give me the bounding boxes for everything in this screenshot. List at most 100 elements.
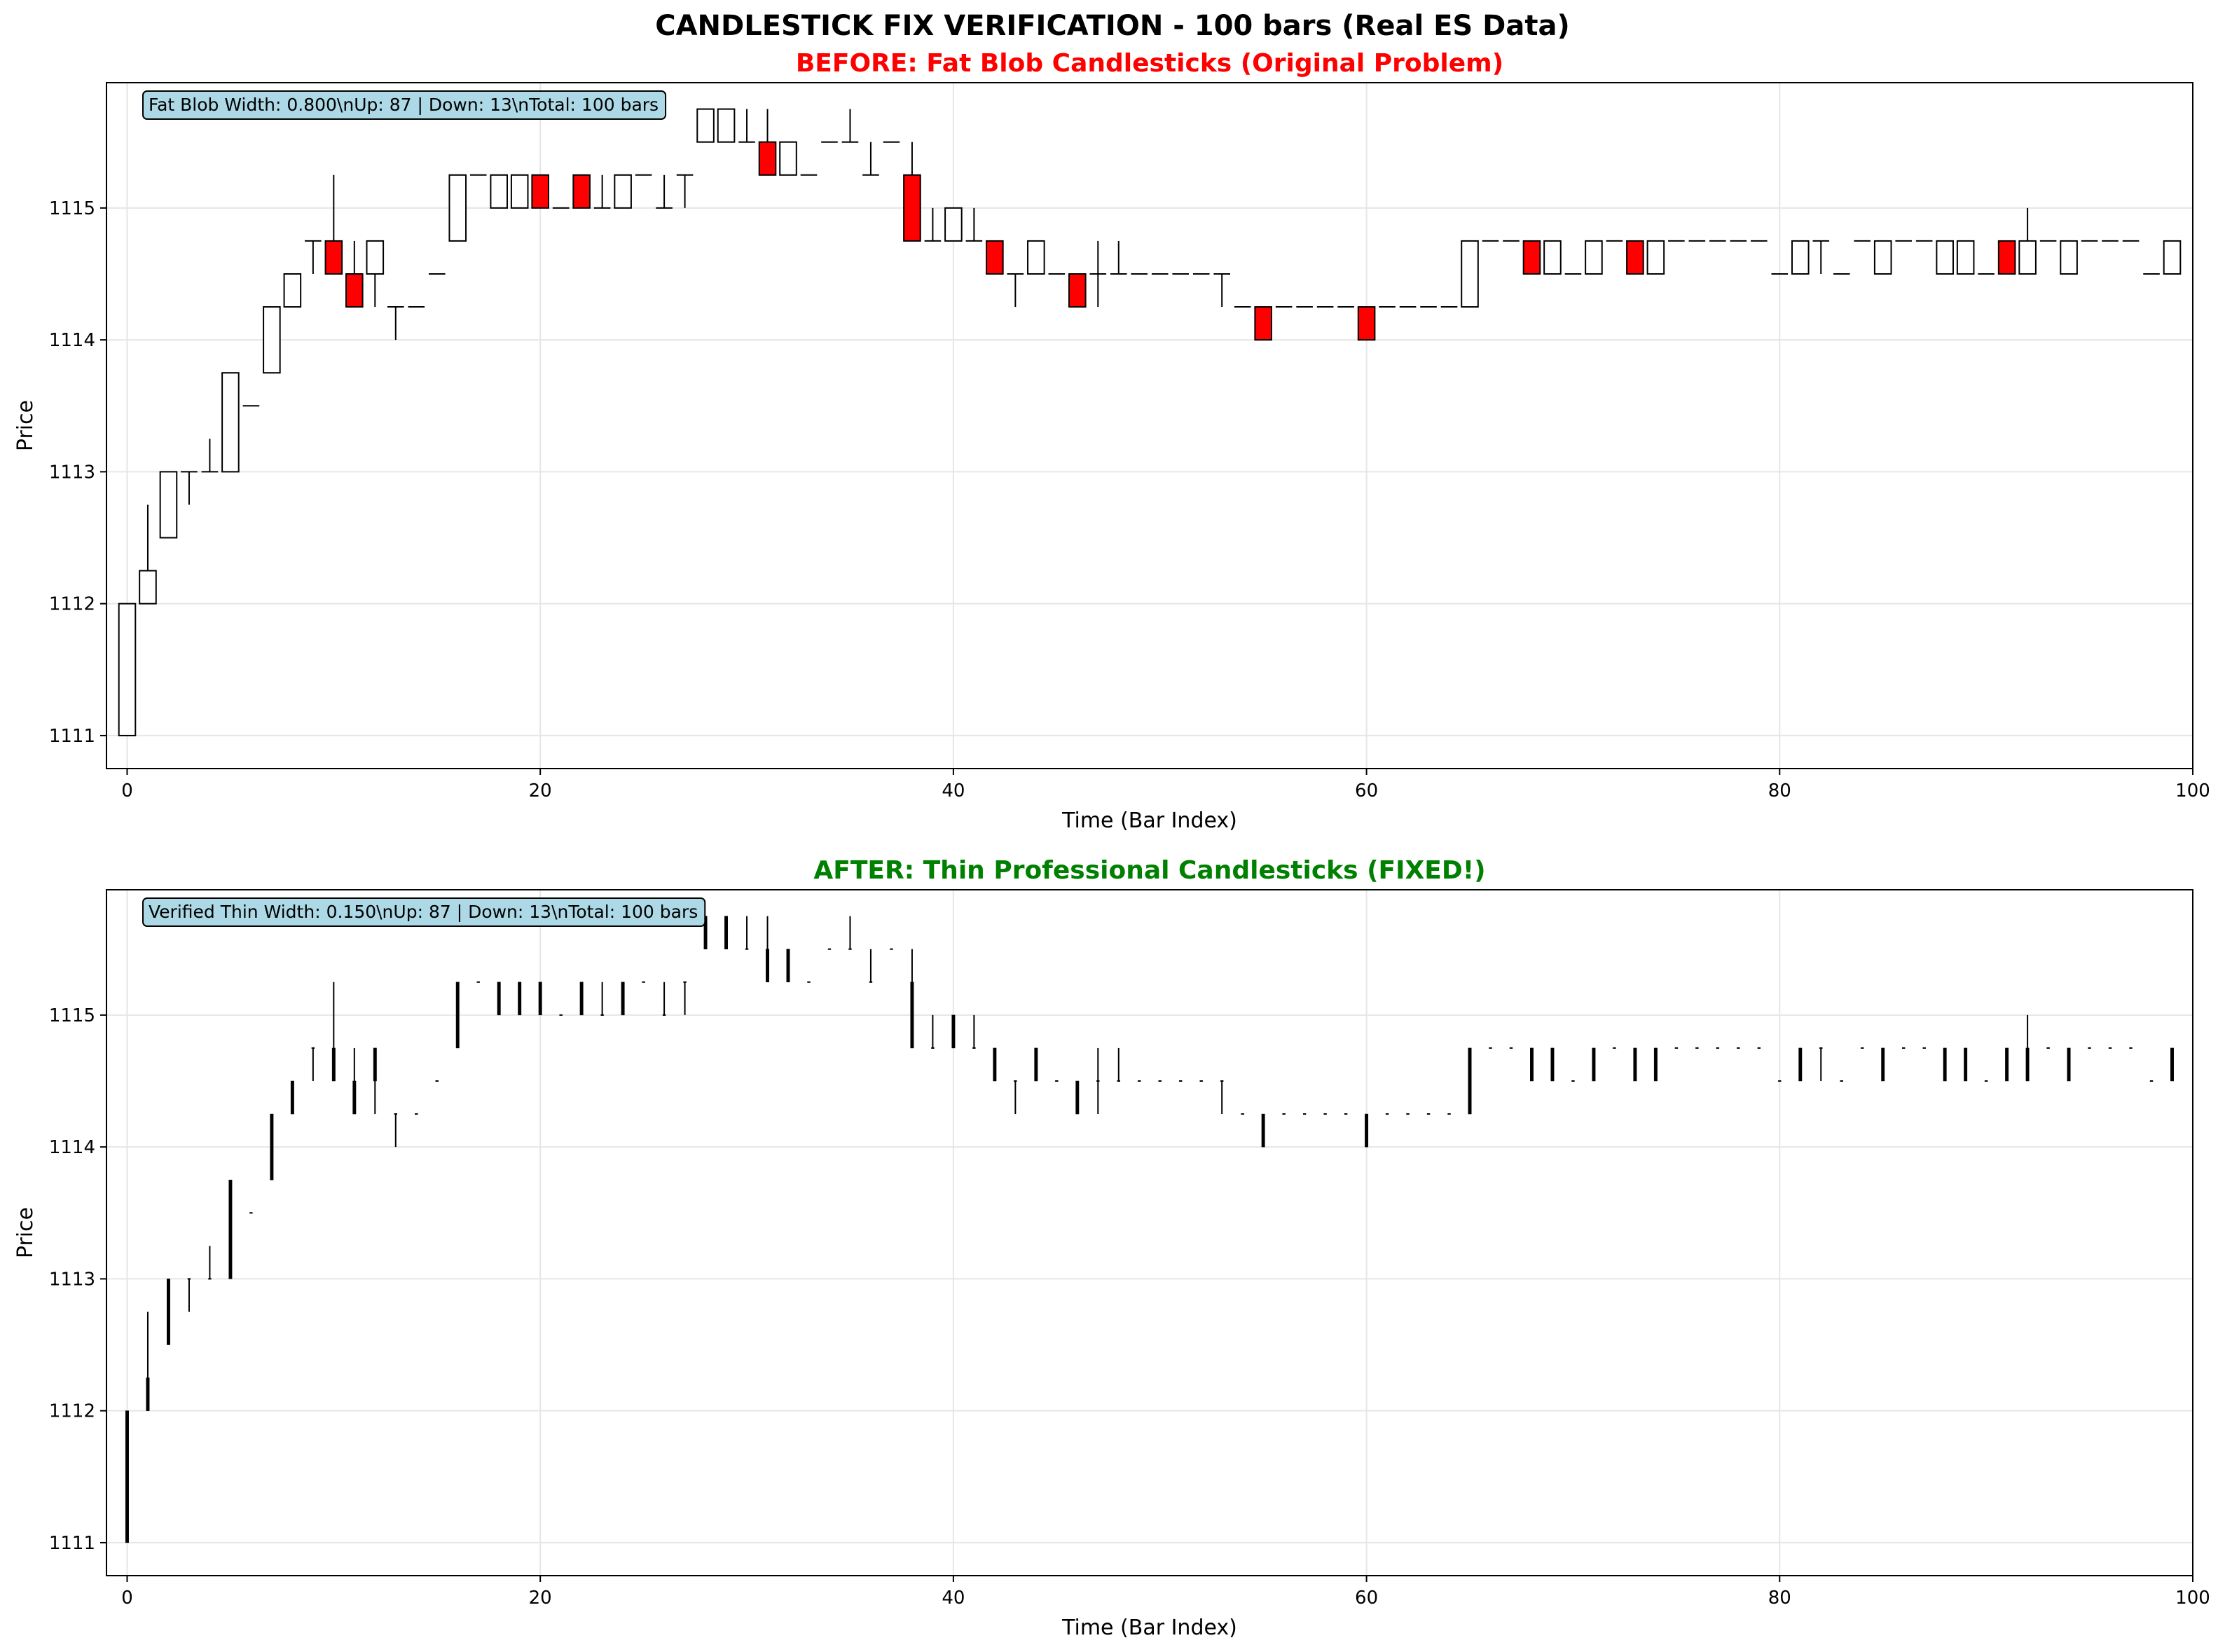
after-candle-body-60 <box>1365 1113 1369 1148</box>
before-candle-body-69 <box>1543 240 1562 275</box>
before-candle-body-65 <box>1461 240 1479 308</box>
after-candle-body-11 <box>352 1080 357 1115</box>
before-y-tick-label: 1114 <box>49 330 95 351</box>
after-axes-frame <box>106 889 2193 1576</box>
after-candle-body-20 <box>538 982 542 1016</box>
before-candle-body-24 <box>614 174 632 209</box>
after-candle-body-12 <box>373 1047 377 1082</box>
after-candle-body-2 <box>166 1279 170 1345</box>
before-axes-frame <box>106 82 2193 769</box>
before-candle-body-32 <box>779 141 797 176</box>
before-info-text: Fat Blob Width: 0.800\nUp: 87 | Down: 13… <box>149 95 659 115</box>
before-candle-body-92 <box>2018 240 2037 275</box>
after-candle-body-18 <box>497 982 501 1016</box>
before-candle-body-44 <box>1027 240 1045 275</box>
after-candle-body-16 <box>455 982 460 1049</box>
before-candle-body-40 <box>944 207 963 242</box>
after-candle-body-68 <box>1530 1047 1534 1082</box>
after-candle-body-88 <box>1943 1047 1947 1082</box>
after-candle-body-0 <box>125 1410 129 1543</box>
after-candle-body-24 <box>621 982 625 1016</box>
before-candle-body-18 <box>490 174 509 209</box>
before-chart-title: BEFORE: Fat Blob Candlesticks (Original … <box>796 49 1503 78</box>
after-candle-body-94 <box>2067 1047 2071 1082</box>
after-info-box: Verified Thin Width: 0.150\nUp: 87 | Dow… <box>142 897 706 927</box>
before-candles <box>118 108 2182 736</box>
before-candle-body-29 <box>717 108 736 143</box>
after-candle-body-65 <box>1468 1047 1472 1115</box>
after-candle-body-40 <box>951 1014 956 1049</box>
before-candle-body-42 <box>986 240 1004 275</box>
before-candle-body-71 <box>1585 240 1603 275</box>
after-candle-body-92 <box>2025 1047 2030 1082</box>
after-y-tick-label: 1111 <box>49 1533 95 1554</box>
before-candle-body-0 <box>118 603 137 736</box>
before-candle-body-20 <box>531 174 549 209</box>
after-candle-body-22 <box>579 982 584 1016</box>
after-candle-body-46 <box>1075 1080 1080 1115</box>
after-candle-body-10 <box>331 1047 336 1082</box>
before-candle-body-28 <box>696 108 715 143</box>
before-chart-panel: BEFORE: Fat Blob Candlesticks (Original … <box>13 49 2210 833</box>
after-info-box-bg <box>142 897 706 927</box>
before-candle-body-91 <box>1997 240 2016 275</box>
after-candle-body-81 <box>1798 1047 1803 1082</box>
after-candle-body-44 <box>1034 1047 1038 1082</box>
after-y-tick-label: 1115 <box>49 1005 95 1026</box>
before-candle-body-99 <box>2163 240 2182 275</box>
before-candle-body-10 <box>324 240 343 275</box>
after-info-text: Verified Thin Width: 0.150\nUp: 87 | Dow… <box>149 902 698 922</box>
before-y-tick-label: 1112 <box>49 594 95 615</box>
after-candles <box>125 916 2174 1543</box>
after-chart-panel: AFTER: Thin Professional Candlesticks (F… <box>13 856 2210 1640</box>
before-candle-body-38 <box>903 174 921 242</box>
before-candle-body-85 <box>1873 240 1892 275</box>
after-x-tick-label: 100 <box>2175 1588 2210 1609</box>
before-candle-body-94 <box>2060 240 2078 275</box>
after-y-tick-label: 1112 <box>49 1401 95 1422</box>
before-candle-body-16 <box>448 174 467 242</box>
after-x-tick-label: 20 <box>529 1588 552 1609</box>
after-candle-body-73 <box>1633 1047 1637 1082</box>
before-candle-body-22 <box>572 174 591 209</box>
before-candle-body-68 <box>1522 240 1541 275</box>
before-candle-body-88 <box>1936 240 1954 275</box>
after-candle-body-71 <box>1592 1047 1596 1082</box>
after-candle-body-99 <box>2170 1047 2174 1082</box>
after-x-tick-label: 80 <box>1768 1588 1791 1609</box>
after-x-axis-label: Time (Bar Index) <box>1061 1616 1237 1640</box>
after-candle-body-5 <box>228 1179 233 1279</box>
after-candle-body-32 <box>786 949 790 983</box>
before-x-tick-label: 0 <box>121 780 133 801</box>
before-candle-body-1 <box>139 570 157 605</box>
after-y-tick-label: 1113 <box>49 1269 95 1290</box>
before-plot-area <box>106 83 2193 769</box>
before-candle-body-5 <box>221 372 240 473</box>
after-candle-body-1 <box>146 1377 150 1411</box>
before-y-tick-label: 1111 <box>49 726 95 747</box>
after-candle-body-69 <box>1550 1047 1555 1082</box>
after-candle-body-31 <box>766 949 769 983</box>
before-x-tick-label: 20 <box>529 780 552 801</box>
before-x-tick-label: 60 <box>1355 780 1378 801</box>
after-candle-body-42 <box>993 1047 997 1082</box>
before-candle-body-7 <box>263 306 281 374</box>
before-info-box-bg <box>142 90 667 120</box>
before-x-axis-label: Time (Bar Index) <box>1061 808 1237 833</box>
before-candle-body-81 <box>1791 240 1810 275</box>
before-candle-body-55 <box>1254 306 1272 341</box>
after-candle-body-74 <box>1653 1047 1658 1082</box>
after-candle-body-55 <box>1261 1113 1265 1148</box>
before-candle-body-89 <box>1956 240 1975 275</box>
after-y-axis-label: Price <box>13 1207 38 1258</box>
before-candle-body-60 <box>1357 306 1376 341</box>
before-x-tick-label: 100 <box>2175 780 2210 801</box>
after-chart-title: AFTER: Thin Professional Candlesticks (F… <box>813 856 1485 885</box>
before-x-tick-label: 40 <box>942 780 965 801</box>
after-candle-body-19 <box>518 982 522 1016</box>
after-candle-body-91 <box>2005 1047 2009 1082</box>
after-candle-body-85 <box>1881 1047 1885 1082</box>
before-candle-body-19 <box>510 174 529 209</box>
after-plot-area <box>106 890 2193 1576</box>
figure-suptitle: CANDLESTICK FIX VERIFICATION - 100 bars … <box>655 10 1570 42</box>
